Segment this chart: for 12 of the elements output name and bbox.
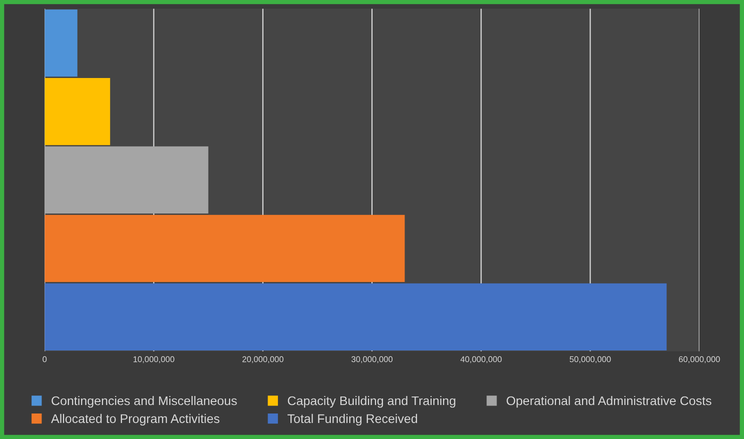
- legend-label: Operational and Administrative Costs: [506, 396, 712, 408]
- legend-label: Total Funding Received: [288, 414, 418, 426]
- legend-label: Capacity Building and Training: [288, 396, 456, 408]
- x-tick-label: 50,000,000: [570, 356, 611, 364]
- x-tick-label: 0: [42, 356, 47, 362]
- legend-label: Contingencies and Miscellaneous: [52, 396, 237, 408]
- x-tick-label: 60,000,000: [678, 356, 720, 364]
- x-tick-label: 10,000,000: [134, 356, 174, 364]
- x-tick-label: 40,000,000: [460, 356, 502, 364]
- x-tick-label: 20,000,000: [242, 356, 284, 364]
- legend-label: Allocated to Program Activities: [51, 414, 220, 426]
- x-tick-label: 30,000,000: [351, 356, 393, 364]
